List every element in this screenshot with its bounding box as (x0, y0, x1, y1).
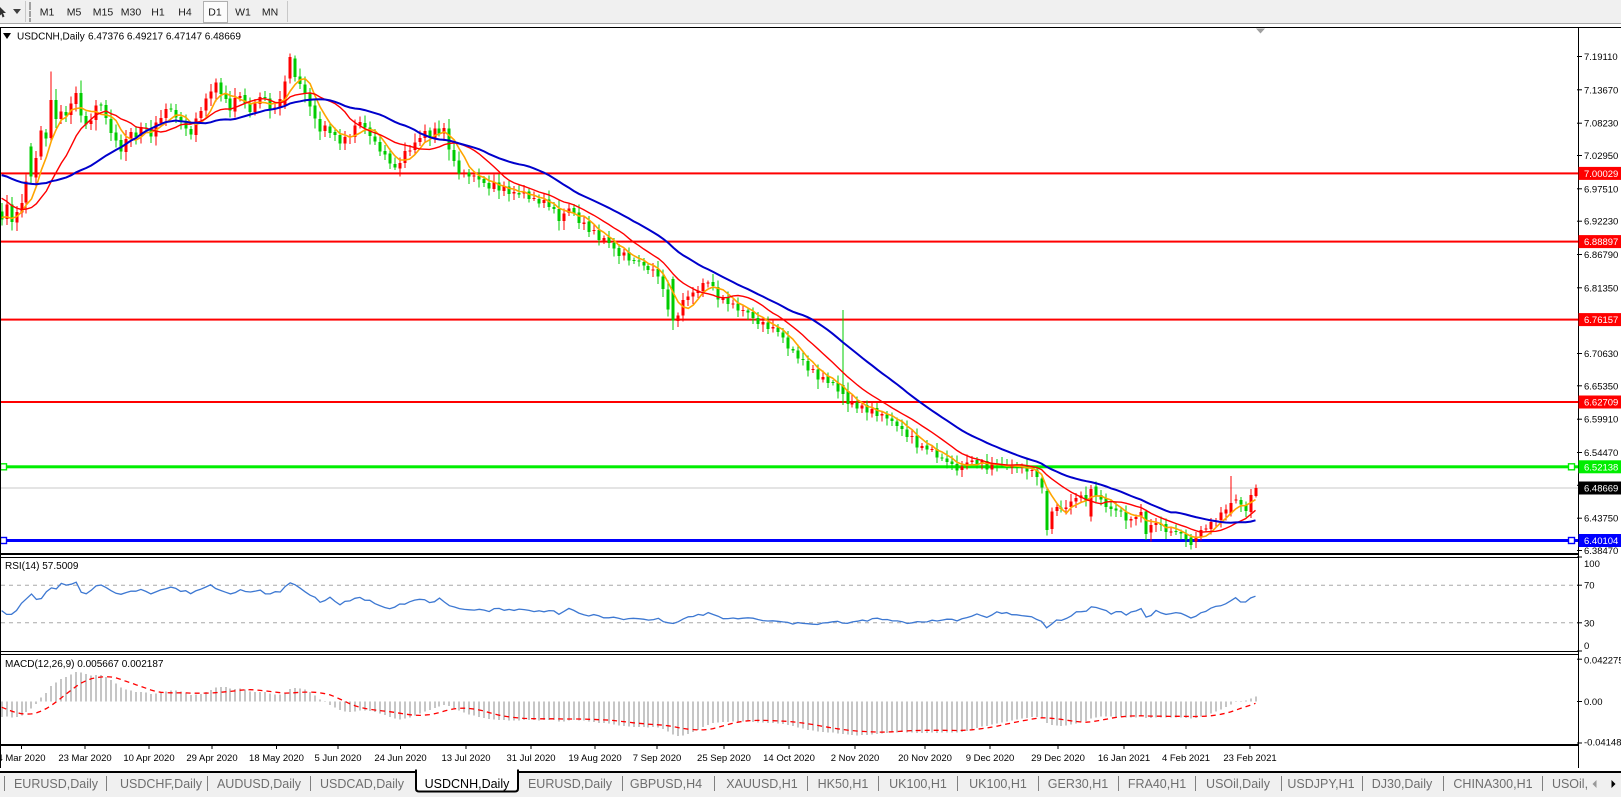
svg-text:7 Sep 2020: 7 Sep 2020 (633, 753, 682, 764)
svg-text:MACD(12,26,9) 0.005667 0.00218: MACD(12,26,9) 0.005667 0.002187 (5, 659, 164, 670)
svg-text:6.43750: 6.43750 (1584, 514, 1618, 525)
svg-text:6.40104: 6.40104 (1584, 536, 1618, 547)
svg-text:USDCNH,Daily: USDCNH,Daily (425, 777, 510, 791)
svg-text:CHINA300,H1: CHINA300,H1 (1453, 777, 1532, 791)
svg-text:29 Apr 2020: 29 Apr 2020 (186, 753, 237, 764)
svg-text:M1: M1 (40, 7, 55, 19)
svg-text:M5: M5 (67, 7, 82, 19)
svg-text:H4: H4 (178, 7, 192, 19)
svg-text:7.02950: 7.02950 (1584, 151, 1618, 162)
svg-text:EURUSD,Daily: EURUSD,Daily (14, 777, 99, 791)
svg-text:7.08230: 7.08230 (1584, 119, 1618, 130)
svg-text:XAUUSD,H1: XAUUSD,H1 (726, 777, 798, 791)
svg-text:7.19110: 7.19110 (1584, 52, 1618, 63)
svg-text:30: 30 (1584, 618, 1595, 629)
svg-text:GBPUSD,H4: GBPUSD,H4 (630, 777, 702, 791)
svg-text:W1: W1 (235, 7, 251, 19)
svg-text:6.92230: 6.92230 (1584, 217, 1618, 228)
svg-text:24 Jun 2020: 24 Jun 2020 (374, 753, 426, 764)
svg-text:70: 70 (1584, 581, 1595, 592)
svg-text:23 Mar 2020: 23 Mar 2020 (58, 753, 111, 764)
svg-text:6.86790: 6.86790 (1584, 250, 1618, 261)
svg-text:UK100,H1: UK100,H1 (889, 777, 947, 791)
svg-text:29 Dec 2020: 29 Dec 2020 (1031, 753, 1085, 764)
svg-text:4 Mar 2020: 4 Mar 2020 (0, 753, 46, 764)
svg-text:4 Feb 2021: 4 Feb 2021 (1162, 753, 1210, 764)
svg-text:6.62709: 6.62709 (1584, 398, 1618, 409)
svg-text:2 Nov 2020: 2 Nov 2020 (831, 753, 880, 764)
svg-text:6.54470: 6.54470 (1584, 448, 1618, 459)
svg-text:6.52138: 6.52138 (1584, 462, 1618, 473)
svg-text:-0.04148: -0.04148 (1584, 738, 1621, 749)
svg-text:6.97510: 6.97510 (1584, 184, 1618, 195)
svg-text:0.00: 0.00 (1584, 697, 1603, 708)
svg-text:EURUSD,Daily: EURUSD,Daily (528, 777, 613, 791)
svg-text:23 Feb 2021: 23 Feb 2021 (1223, 753, 1276, 764)
svg-text:13 Jul 2020: 13 Jul 2020 (441, 753, 490, 764)
svg-text:20 Nov 2020: 20 Nov 2020 (898, 753, 952, 764)
svg-text:D1: D1 (208, 7, 222, 19)
svg-text:GER30,H1: GER30,H1 (1048, 777, 1108, 791)
svg-text:USDCNH,Daily: USDCNH,Daily (17, 32, 85, 43)
svg-text:6.47376 6.49217 6.47147 6.4866: 6.47376 6.49217 6.47147 6.48669 (88, 32, 241, 43)
svg-text:0: 0 (1584, 641, 1589, 652)
svg-text:H1: H1 (151, 7, 165, 19)
svg-text:6.88897: 6.88897 (1584, 237, 1618, 248)
svg-text:6.81350: 6.81350 (1584, 283, 1618, 294)
svg-text:DJ30,Daily: DJ30,Daily (1372, 777, 1433, 791)
svg-text:9 Dec 2020: 9 Dec 2020 (966, 753, 1015, 764)
svg-text:FRA40,H1: FRA40,H1 (1128, 777, 1186, 791)
svg-text:MN: MN (262, 7, 278, 19)
svg-text:18 May 2020: 18 May 2020 (249, 753, 304, 764)
svg-text:AUDUSD,Daily: AUDUSD,Daily (217, 777, 302, 791)
svg-text:6.59910: 6.59910 (1584, 415, 1618, 426)
svg-text:7.00029: 7.00029 (1584, 169, 1618, 180)
svg-text:M15: M15 (93, 7, 114, 19)
svg-text:6.70630: 6.70630 (1584, 349, 1618, 360)
svg-text:6.38470: 6.38470 (1584, 546, 1618, 557)
svg-text:HK50,H1: HK50,H1 (818, 777, 869, 791)
svg-text:6.65350: 6.65350 (1584, 381, 1618, 392)
svg-text:14 Oct 2020: 14 Oct 2020 (763, 753, 815, 764)
svg-text:7.13670: 7.13670 (1584, 85, 1618, 96)
svg-text:5 Jun 2020: 5 Jun 2020 (314, 753, 361, 764)
svg-text:USDCAD,Daily: USDCAD,Daily (320, 777, 405, 791)
svg-text:UK100,H1: UK100,H1 (969, 777, 1027, 791)
svg-text:USOil,: USOil, (1552, 777, 1588, 791)
svg-text:0.042275: 0.042275 (1584, 656, 1621, 667)
svg-text:USOil,Daily: USOil,Daily (1206, 777, 1271, 791)
svg-text:6.76157: 6.76157 (1584, 315, 1618, 326)
svg-text:M30: M30 (121, 7, 142, 19)
svg-text:USDCHF,Daily: USDCHF,Daily (120, 777, 203, 791)
svg-text:6.48669: 6.48669 (1584, 484, 1618, 495)
svg-text:RSI(14) 57.5009: RSI(14) 57.5009 (5, 561, 79, 572)
svg-text:16 Jan 2021: 16 Jan 2021 (1098, 753, 1150, 764)
svg-text:25 Sep 2020: 25 Sep 2020 (697, 753, 751, 764)
svg-text:19 Aug 2020: 19 Aug 2020 (568, 753, 621, 764)
svg-text:USDJPY,H1: USDJPY,H1 (1287, 777, 1354, 791)
svg-text:100: 100 (1584, 559, 1600, 570)
svg-text:31 Jul 2020: 31 Jul 2020 (506, 753, 555, 764)
svg-text:10 Apr 2020: 10 Apr 2020 (123, 753, 174, 764)
